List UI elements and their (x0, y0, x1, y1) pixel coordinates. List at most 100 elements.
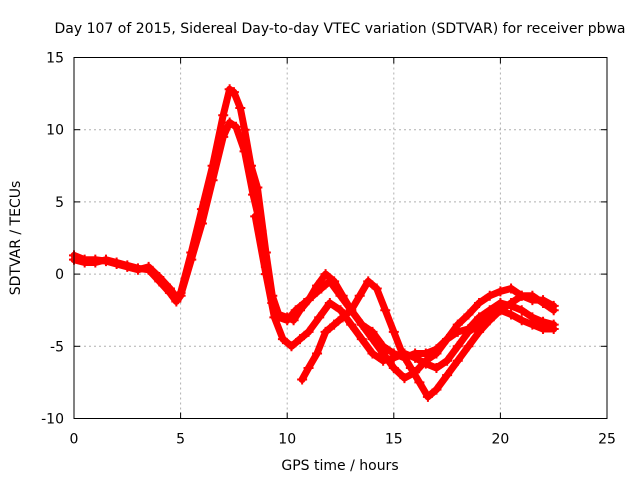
data-point (506, 309, 517, 320)
x-tick-label: 25 (598, 432, 616, 448)
data-point (516, 315, 527, 326)
data-point (354, 290, 365, 301)
data-point (363, 276, 374, 287)
data-point (378, 341, 389, 352)
x-axis-label: GPS time / hours (281, 458, 398, 474)
series-track-2 (69, 117, 559, 363)
data-point (431, 384, 442, 395)
data-point (154, 276, 165, 287)
data-point (538, 297, 549, 308)
x-tick-label: 15 (385, 432, 403, 448)
data-point (299, 297, 310, 308)
data-point (346, 319, 357, 330)
x-tick-label: 0 (70, 432, 79, 448)
data-point (307, 290, 318, 301)
data-point (495, 305, 506, 316)
data-point (100, 254, 111, 265)
y-axis-label: SDTVAR / TECUs (8, 181, 24, 296)
data-point (388, 352, 399, 363)
data-point (484, 315, 495, 326)
data-point (380, 305, 391, 316)
data-point (218, 131, 229, 142)
data-point (442, 370, 453, 381)
data-point (260, 269, 271, 280)
data-point (388, 326, 399, 337)
data-point (399, 373, 410, 384)
data-point (452, 326, 463, 337)
data-point (329, 319, 340, 330)
data-point (410, 352, 421, 363)
data-point (527, 319, 538, 330)
data-point (356, 319, 367, 330)
data-point (442, 334, 453, 345)
data-point (474, 297, 485, 308)
data-point (548, 323, 559, 334)
data-point (371, 283, 382, 294)
data-point (548, 305, 559, 316)
data-point (90, 257, 101, 268)
data-point (397, 348, 408, 359)
data-point (235, 103, 246, 114)
series-band (70, 85, 558, 382)
data-point (356, 334, 367, 345)
data-point (239, 124, 250, 135)
data-point (320, 326, 331, 337)
data-point (346, 305, 357, 316)
data-point (506, 297, 517, 308)
data-point (175, 290, 186, 301)
data-point (442, 355, 453, 366)
data-point (405, 362, 416, 373)
data-point (312, 348, 323, 359)
data-point (337, 312, 348, 323)
data-point (294, 334, 305, 345)
series-band (298, 277, 558, 401)
x-tick-label: 10 (278, 432, 296, 448)
series-track-4 (297, 276, 559, 402)
data-point (239, 146, 250, 157)
data-point (367, 326, 378, 337)
tick-layer: 0 5 10 15 20 25 -10 -5 0 5 10 15 (41, 51, 616, 448)
data-point (303, 326, 314, 337)
data-point (290, 305, 301, 316)
data-point (495, 286, 506, 297)
data-point (335, 290, 346, 301)
data-point (207, 175, 218, 186)
data-point (474, 326, 485, 337)
data-point (463, 309, 474, 320)
data-point (132, 263, 143, 274)
data-point (303, 362, 314, 373)
plot-frame (73, 57, 608, 419)
data-point (420, 348, 431, 359)
chart-title: Day 107 of 2015, Sidereal Day-to-day VTE… (54, 21, 625, 37)
x-tick-label: 20 (491, 432, 509, 448)
data-point (463, 326, 474, 337)
data-point (422, 391, 433, 402)
data-point (277, 334, 288, 345)
data-point (538, 323, 549, 334)
y-tick-label: -5 (50, 339, 64, 355)
y-tick-label: 5 (55, 195, 64, 211)
data-point (320, 269, 331, 280)
data-point (527, 290, 538, 301)
data-point (297, 374, 308, 385)
data-point (228, 87, 239, 98)
data-point (431, 362, 442, 373)
data-point (164, 287, 175, 298)
data-point (224, 117, 235, 128)
data-point (314, 312, 325, 323)
data-point (452, 355, 463, 366)
data-point (231, 121, 242, 132)
data-point (420, 358, 431, 369)
data-point (218, 110, 229, 121)
data-point (463, 341, 474, 352)
y-tick-label: 15 (46, 51, 64, 67)
data-point (516, 290, 527, 301)
data-point (324, 276, 335, 287)
data-point (506, 283, 517, 294)
data-point (282, 315, 293, 326)
data-point (378, 355, 389, 366)
data-point (186, 254, 197, 265)
data-point (324, 297, 335, 308)
data-point (248, 189, 259, 200)
